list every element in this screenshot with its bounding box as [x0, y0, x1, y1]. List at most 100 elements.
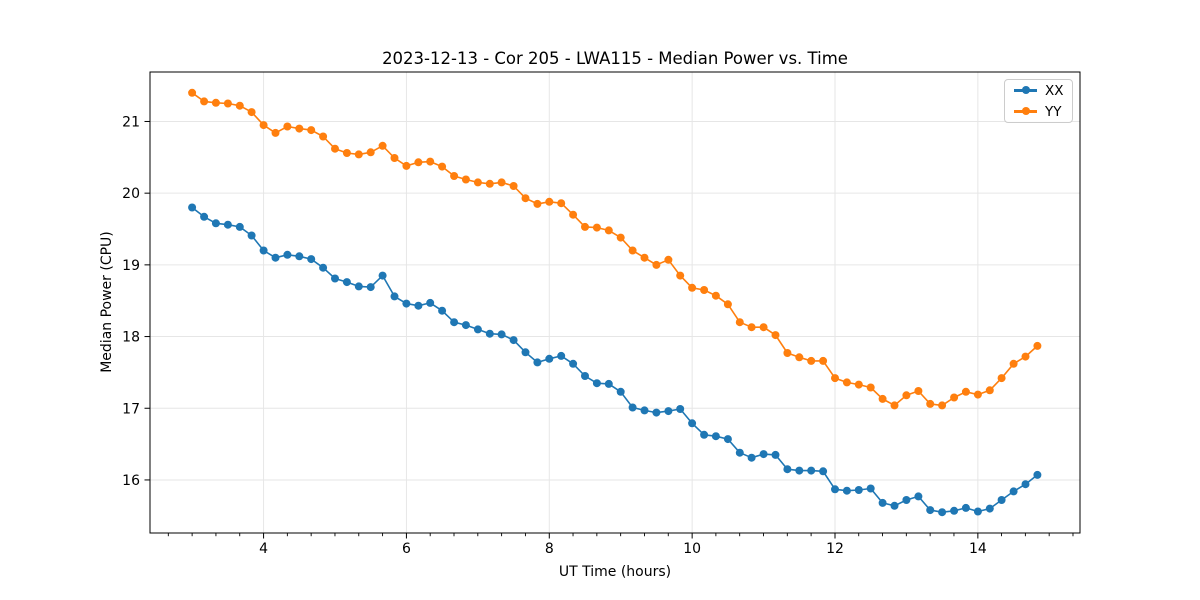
data-point — [235, 101, 244, 110]
data-point — [926, 399, 935, 408]
data-point — [700, 286, 709, 294]
data-point — [985, 504, 994, 513]
data-point — [890, 501, 899, 510]
data-point — [509, 182, 518, 190]
data-point — [831, 485, 839, 494]
y-axis-label: Median Power (CPU) — [99, 231, 115, 373]
data-point — [616, 233, 625, 242]
data-point — [783, 465, 792, 474]
data-point — [628, 246, 637, 255]
data-point — [950, 506, 959, 515]
data-point — [557, 351, 566, 360]
data-point — [723, 300, 732, 309]
data-point — [319, 132, 328, 141]
data-point — [247, 108, 256, 117]
data-point — [307, 255, 316, 264]
data-point — [283, 122, 292, 131]
data-point — [378, 271, 387, 280]
data-point — [557, 199, 566, 208]
data-point — [783, 349, 792, 357]
x-axis: 4 6 8 10 12 14 — [167, 533, 1074, 557]
data-point — [950, 393, 959, 402]
data-point — [271, 253, 280, 262]
data-point — [533, 358, 542, 367]
data-point — [938, 508, 947, 517]
data-point — [438, 162, 447, 171]
series-yy — [188, 88, 1042, 410]
data-point — [938, 401, 947, 410]
data-point — [342, 278, 351, 287]
data-point — [771, 450, 780, 459]
data-point — [819, 467, 828, 476]
data-point — [235, 222, 244, 231]
data-point — [902, 496, 911, 504]
data-point — [854, 380, 863, 389]
data-point — [759, 450, 768, 459]
data-point — [795, 466, 804, 475]
y-tick-label: 21 — [122, 114, 140, 130]
data-point — [473, 325, 482, 334]
data-point — [378, 141, 387, 150]
data-point — [926, 506, 935, 515]
data-point — [295, 252, 304, 261]
data-point — [426, 157, 435, 166]
data-point — [200, 97, 209, 106]
data-point — [961, 503, 970, 512]
data-point — [747, 453, 756, 462]
data-point — [354, 282, 363, 291]
data-point — [569, 359, 578, 368]
data-point — [973, 507, 982, 516]
data-point — [759, 323, 768, 332]
x-tick-label: 8 — [545, 541, 554, 557]
data-point — [747, 323, 756, 332]
data-point — [485, 329, 494, 338]
chart-title: 2023-12-13 - Cor 205 - LWA115 - Median P… — [382, 49, 848, 68]
data-point — [711, 291, 720, 300]
data-point — [545, 197, 554, 206]
data-point — [319, 263, 328, 272]
axes-spines — [149, 71, 1081, 534]
data-point — [723, 435, 732, 444]
data-point — [569, 210, 578, 219]
data-point — [807, 466, 816, 475]
legend-line-marker-icon — [1014, 86, 1037, 95]
data-point — [973, 390, 982, 399]
y-tick-label: 16 — [122, 473, 140, 489]
data-point — [581, 222, 589, 231]
legend: XX YY — [1004, 79, 1073, 123]
data-point — [223, 99, 232, 108]
data-point — [1021, 480, 1030, 489]
data-point — [581, 372, 589, 380]
data-point — [211, 219, 220, 228]
data-point — [700, 430, 709, 439]
data-point — [259, 121, 268, 130]
x-axis-label: UT Time (hours) — [558, 564, 672, 580]
data-point — [497, 330, 506, 339]
data-point — [604, 379, 613, 388]
data-point — [854, 486, 863, 494]
data-point — [616, 387, 625, 396]
data-point — [664, 255, 673, 264]
data-point — [545, 354, 554, 363]
data-point — [188, 203, 197, 212]
data-point — [450, 318, 459, 327]
data-point — [640, 406, 649, 415]
data-point — [211, 98, 220, 107]
data-point — [497, 178, 506, 187]
data-point — [342, 149, 351, 157]
data-point — [461, 321, 470, 330]
data-point — [711, 432, 720, 441]
data-point — [807, 356, 816, 365]
data-point — [819, 356, 828, 365]
legend-line-marker-icon — [1014, 107, 1037, 116]
y-tick-label: 18 — [122, 330, 140, 346]
data-point — [247, 231, 256, 240]
data-point — [473, 178, 482, 187]
data-point — [676, 271, 685, 280]
data-point — [390, 154, 399, 162]
data-point — [1009, 359, 1018, 368]
data-point — [414, 301, 423, 310]
data-point — [1021, 352, 1030, 361]
y-axis: 16 17 18 19 20 21 — [122, 114, 150, 489]
